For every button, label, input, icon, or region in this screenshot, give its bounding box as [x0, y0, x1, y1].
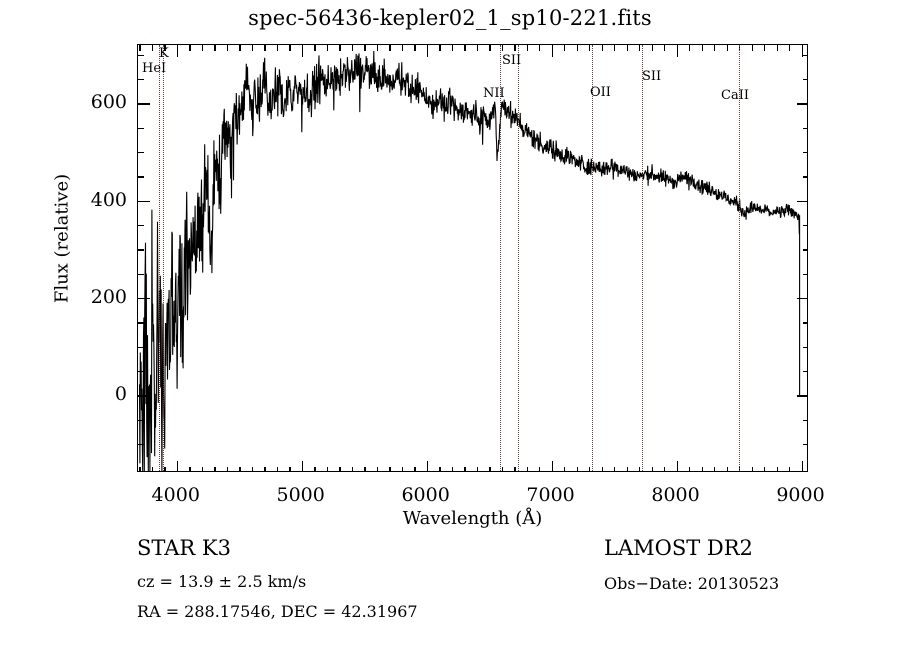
observation-date-text: Obs−Date: 20130523: [604, 574, 780, 593]
y-tick-label: 200: [90, 285, 127, 308]
x-tick-label: 4000: [151, 484, 200, 506]
line-label-oii-4: OII: [590, 85, 611, 100]
object-class-text: STAR K3: [137, 536, 231, 560]
y-axis-title: Flux (relative): [51, 173, 73, 304]
line-label-sii-5: SII: [642, 69, 662, 84]
y-tick-label: 400: [90, 188, 127, 211]
line-label-k-1: K: [159, 46, 169, 61]
plot-frame: [137, 44, 808, 472]
line-label-nii-2: NII: [483, 86, 505, 101]
redshift-velocity-text: cz = 13.9 ± 2.5 km/s: [137, 572, 307, 591]
line-label-caii-6: CaII: [721, 88, 749, 103]
x-tick-label: 8000: [651, 484, 700, 506]
line-label-hei-0: HeI: [142, 61, 167, 76]
x-tick-label: 7000: [526, 484, 575, 506]
y-tick-label: 0: [114, 383, 127, 406]
x-tick-label: 6000: [401, 484, 450, 506]
coordinates-text: RA = 288.17546, DEC = 42.31967: [137, 602, 418, 621]
y-tick-label: 600: [90, 91, 127, 114]
x-tick-label: 9000: [776, 484, 825, 506]
x-axis-title: Wavelength (Å): [402, 508, 543, 529]
spectrum-trace: [138, 50, 801, 471]
x-tick-label: 5000: [276, 484, 325, 506]
line-label-sii-3: SII: [502, 53, 522, 68]
page-title: spec-56436-kepler02_1_sp10-221.fits: [248, 6, 652, 30]
survey-name-text: LAMOST DR2: [604, 536, 753, 560]
